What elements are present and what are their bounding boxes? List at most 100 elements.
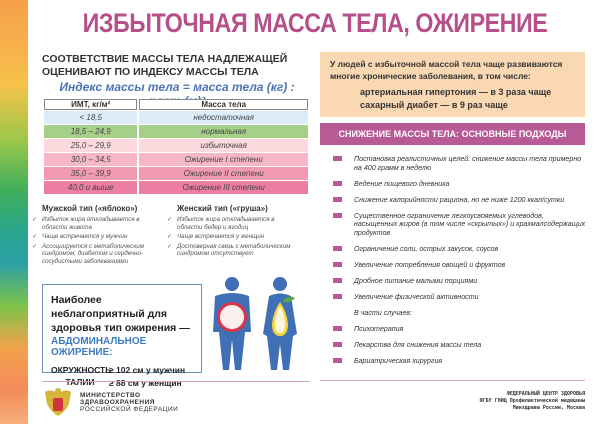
check-icon: ✓	[32, 233, 38, 240]
footer-line: ФЕДЕРАЛЬНЫЙ ЦЕНТР ЗДОРОВЬЯ	[506, 391, 585, 397]
risk-diabetes: сахарный диабет — в 9 раз чаще	[360, 100, 508, 110]
risk-box: У людей с избыточной массой тела чаще ра…	[320, 52, 585, 117]
item-text: Психотерапия	[354, 324, 404, 333]
apple-figure-icon	[213, 277, 251, 370]
mass-category: избыточная	[139, 139, 308, 152]
waist-label: ОКРУЖНОСТЬ ТАЛИИ	[51, 365, 112, 387]
divider	[320, 380, 585, 381]
ministry-name: МИНИСТЕРСТВО ЗДРАВООХРАНЕНИЯ РОССИЙСКОЙ …	[80, 392, 178, 413]
item-text: Существенное ограничение легкоусвояемых …	[354, 211, 586, 237]
ministry-line: МИНИСТЕРСТВО	[80, 392, 141, 399]
box-accent: АБДОМИНАЛЬНОЕ ОЖИРЕНИЕ:	[51, 336, 147, 358]
item-text: Постановка реалистичных целей: снижение …	[354, 155, 582, 172]
item-text: Дробное питание малыми порциями	[354, 276, 478, 285]
table-row: 18,5 – 24,9 нормальная	[44, 125, 308, 138]
list-item: Ведение пищевого дневника	[333, 180, 588, 189]
item-text: Снижение калорийности рациона, но не ниж…	[354, 195, 565, 204]
table-row: 40,0 и выше Ожирение III степени	[44, 181, 308, 194]
item-text: Увеличение физической активности	[354, 292, 479, 301]
check-icon: ✓	[32, 216, 38, 223]
box-text: Наиболее неблагоприятный для здоровья ти…	[51, 294, 190, 334]
list-item: ✓ Избыток жира откладывается в области бе…	[165, 216, 295, 231]
list-item: Психотерапия	[333, 325, 588, 334]
decorative-strip	[0, 0, 28, 424]
list-item: Бариатрическая хирургия	[333, 357, 588, 366]
waist-women: ≥ 88 см у женщин	[109, 378, 182, 388]
ministry-line: РОССИЙСКОЙ ФЕДЕРАЦИИ	[80, 406, 179, 413]
column-header: ИМТ, кг/м²	[44, 99, 138, 110]
bmi-range: 18,5 – 24,9	[44, 125, 138, 138]
male-type-title: Мужской тип («яблоко»)	[42, 204, 138, 213]
ministry-line: ЗДРАВООХРАНЕНИЯ	[80, 399, 155, 406]
approaches-list: Постановка реалистичных целей: снижение …	[333, 155, 588, 373]
list-item: ✓ Достоверная связь с метаболическим синд…	[165, 243, 295, 258]
item-text: Ограничение соли, острых закусок, соусов	[354, 244, 499, 253]
item-text: Ведение пищевого дневника	[354, 179, 450, 188]
list-item: ✓ Ассоциируется с метаболическим синдромо…	[30, 243, 160, 266]
approaches-header: СНИЖЕНИЕ МАССЫ ТЕЛА: ОСНОВНЫЕ ПОДХОДЫ	[320, 123, 585, 145]
mass-category: Ожирение III степени	[139, 181, 308, 194]
list-item: Лекарства для снижения массы тела	[333, 341, 588, 350]
waist-men: ≥ 102 см у мужчин	[109, 365, 186, 375]
bmi-range: 25,0 – 29,9	[44, 139, 138, 152]
risk-intro: У людей с избыточной массой тела чаще ра…	[330, 59, 563, 81]
bullet-icon	[333, 277, 342, 283]
footer-line: Минздрава России, Москва	[512, 405, 585, 411]
item-text: Ассоциируется с метаболическим синдромом…	[42, 242, 144, 265]
mass-category: нормальная	[139, 125, 308, 138]
bullet-icon	[333, 325, 342, 331]
mass-category: недостаточная	[139, 111, 308, 124]
item-text: Избыток жира откладывается в области бед…	[177, 216, 275, 231]
bullet-icon	[333, 196, 342, 202]
bullet-icon	[333, 261, 342, 267]
bmi-range: 35,0 – 39,9	[44, 167, 138, 180]
bmi-range: 30,0 – 34,5	[44, 153, 138, 166]
bullet-icon	[333, 293, 342, 299]
list-item: Существенное ограничение легкоусвояемых …	[333, 212, 588, 238]
male-type: Мужской тип («яблоко») ✓ Избыток жира отк…	[30, 204, 160, 267]
table-row: 30,0 – 34,5 Ожирение I степени	[44, 153, 308, 166]
item-text: Бариатрическая хирургия	[354, 356, 443, 365]
check-icon: ✓	[32, 242, 38, 250]
list-item: Дробное питание малыми порциями	[333, 277, 588, 286]
item-text: Лекарства для снижения массы тела	[354, 340, 482, 349]
bullet-icon	[333, 341, 342, 347]
mass-category: Ожирение I степени	[139, 153, 308, 166]
list-item: ✓ Чаще встречается у мужчин	[30, 233, 160, 241]
list-item: ✓ Чаще встречается у женщин	[165, 233, 295, 241]
female-type: Женский тип («груша») ✓ Избыток жира откл…	[165, 204, 295, 260]
table-row: 25,0 – 29,9 избыточная	[44, 139, 308, 152]
check-icon: ✓	[167, 233, 173, 240]
table-row: 35,0 – 39,9 Ожирение II степени	[44, 167, 308, 180]
mass-category: Ожирение II степени	[139, 167, 308, 180]
list-item: Увеличение потребления овощей и фруктов	[333, 261, 588, 270]
body-shape-figures	[213, 277, 297, 370]
risk-hypertension: артериальная гипертония — в 3 раза чаще	[360, 87, 552, 97]
bullet-icon	[333, 357, 342, 363]
pear-figure-icon	[263, 277, 297, 370]
female-type-title: Женский тип («груша»)	[177, 204, 268, 213]
list-item: Снижение калорийности рациона, но не ниж…	[333, 196, 588, 205]
check-icon: ✓	[167, 216, 173, 223]
item-text: В части случаев:	[354, 308, 412, 317]
item-text: Увеличение потребления овощей и фруктов	[354, 260, 506, 269]
list-item: Ограничение соли, острых закусок, соусов	[333, 245, 588, 254]
list-item: Постановка реалистичных целей: снижение …	[333, 155, 588, 172]
divider	[42, 381, 310, 382]
bullet-icon	[333, 212, 342, 218]
bullet-icon	[333, 245, 342, 251]
bmi-table: ИМТ, кг/м² Масса тела < 18,5 недостаточна…	[42, 98, 310, 195]
item-text: Избыток жира откладывается в области жив…	[42, 216, 140, 231]
coat-of-arms-logo	[45, 388, 71, 416]
bmi-range: 40,0 и выше	[44, 181, 138, 194]
list-item: Увеличение физической активности	[333, 293, 588, 302]
bullet-icon	[333, 156, 342, 161]
footer-org: ФЕДЕРАЛЬНЫЙ ЦЕНТР ЗДОРОВЬЯ ФГБУ ГНИЦ Про…	[480, 391, 585, 412]
column-header: Масса тела	[139, 99, 308, 110]
item-text: Достоверная связь с метаболическим синдр…	[177, 242, 291, 258]
list-item: ✓ Избыток жира откладывается в области жи…	[30, 216, 160, 231]
list-item: В части случаев:	[333, 309, 588, 318]
item-text: Чаще встречается у женщин	[177, 233, 265, 240]
item-text: Чаще встречается у мужчин	[42, 233, 128, 240]
footer-line: ФГБУ ГНИЦ Профилактической медицины	[479, 398, 585, 404]
